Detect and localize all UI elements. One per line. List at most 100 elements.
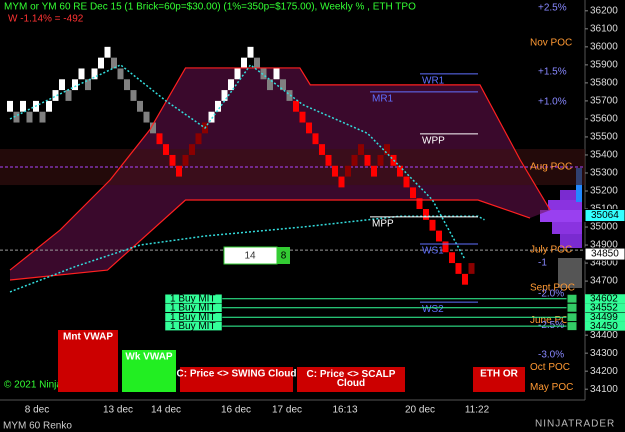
brick — [26, 111, 33, 123]
brick — [150, 122, 156, 134]
percent-label: -1 — [538, 258, 547, 269]
brick — [325, 154, 332, 166]
brick — [345, 165, 351, 177]
brick — [423, 209, 429, 220]
brick — [462, 273, 468, 285]
order-label: 1 Buy MIT — [170, 312, 216, 323]
brick — [195, 133, 202, 145]
brick — [403, 176, 410, 188]
brick — [351, 154, 358, 166]
indicator-button[interactable] — [122, 350, 176, 392]
y-tick-label: 34300 — [590, 348, 618, 359]
price-tag — [584, 247, 625, 261]
brick — [442, 241, 449, 253]
order-cancel[interactable] — [566, 312, 578, 323]
brick — [111, 57, 117, 69]
order-label: 1 Buy MIT — [170, 321, 216, 332]
x-tick-label: 8 dec — [25, 405, 49, 416]
indicator-button[interactable] — [297, 367, 405, 392]
brick — [468, 263, 475, 274]
price-tag — [584, 208, 625, 222]
brick — [52, 90, 59, 101]
order-tag-label: 34450 — [590, 321, 618, 332]
brick — [449, 252, 455, 264]
pivot-label: WR1 — [422, 76, 445, 87]
y-tick-label: 35000 — [590, 222, 618, 233]
poc-label: Oct POC — [530, 362, 570, 373]
brick — [377, 154, 384, 166]
brick — [332, 165, 338, 177]
brick — [410, 187, 416, 199]
indicator-button[interactable] — [58, 330, 118, 392]
brick — [247, 46, 254, 58]
x-tick-label: 16 dec — [221, 405, 251, 416]
y-tick-label: 34200 — [590, 366, 618, 377]
y-tick-label: 35400 — [590, 150, 618, 161]
brick — [215, 100, 221, 112]
order-count[interactable] — [277, 247, 290, 264]
order-tag-label: 34552 — [590, 302, 618, 313]
poc-label: Sept POC — [530, 283, 575, 294]
indicator-button-label: Wk VWAP — [125, 352, 173, 363]
order-button[interactable] — [164, 302, 223, 313]
y-tick-label: 36000 — [590, 41, 618, 52]
indicator-button-label: C: Price <> SWING Cloud — [176, 369, 296, 380]
order-qty-label: 14 — [244, 251, 256, 262]
brick — [338, 176, 345, 188]
logo: NINJATRADER — [535, 419, 615, 430]
order-cancel[interactable] — [566, 293, 578, 304]
y-tick-label: 35300 — [590, 168, 618, 179]
brick — [241, 57, 247, 69]
poc-label: June POC — [530, 315, 576, 326]
percent-label: -3.0% — [538, 350, 564, 361]
order-button[interactable] — [164, 321, 223, 331]
indicator-button[interactable] — [473, 367, 525, 392]
percent-label: +1.5% — [538, 67, 567, 78]
x-tick-label: 14 dec — [151, 405, 181, 416]
y-tick-label: 35200 — [590, 186, 618, 197]
brick — [91, 68, 98, 80]
brick — [208, 111, 215, 123]
order-tag — [585, 294, 625, 304]
brick — [306, 122, 312, 134]
brick — [436, 230, 442, 242]
x-tick-label: 16:13 — [332, 405, 357, 416]
x-tick-label: 13 dec — [103, 405, 133, 416]
indicator-button[interactable] — [180, 367, 293, 392]
brick — [455, 263, 462, 274]
order-label: 1 Buy MIT — [170, 293, 216, 304]
y-tick-label: 36200 — [590, 5, 618, 16]
brick — [267, 79, 273, 91]
x-tick-label: 11:22 — [465, 405, 490, 416]
brick — [273, 68, 280, 80]
poc-label: May POC — [530, 382, 573, 393]
x-tick-label: 17 dec — [272, 405, 302, 416]
brick — [221, 90, 228, 101]
brick — [371, 165, 377, 177]
order-tag — [585, 312, 625, 322]
y-tick-label: 35800 — [590, 78, 618, 89]
footer: MYM 60 Renko — [3, 421, 72, 432]
y-tick-label: 35600 — [590, 114, 618, 125]
y-tick-label: 35700 — [590, 96, 618, 107]
y-tick-label: 34700 — [590, 276, 618, 287]
brick — [124, 79, 130, 91]
indicator-button-label: C: Price <> SCALP Cloud — [307, 369, 396, 389]
indicator-button-label: ETH OR — [480, 369, 519, 380]
brick — [143, 111, 150, 123]
brick — [254, 57, 260, 69]
order-tag — [585, 321, 625, 331]
brick — [319, 144, 325, 155]
brick — [59, 79, 65, 91]
percent-label: +2.5% — [538, 3, 567, 14]
brick — [156, 133, 163, 145]
brick — [7, 100, 13, 112]
pivot-label: WS2 — [422, 304, 444, 315]
order-cancel[interactable] — [566, 302, 578, 313]
indicator-line — [9, 215, 485, 293]
order-cancel[interactable] — [566, 321, 578, 332]
brick — [163, 144, 169, 155]
price-tag-label: 35064 — [591, 210, 619, 221]
pivot-label: WPP — [422, 136, 445, 147]
